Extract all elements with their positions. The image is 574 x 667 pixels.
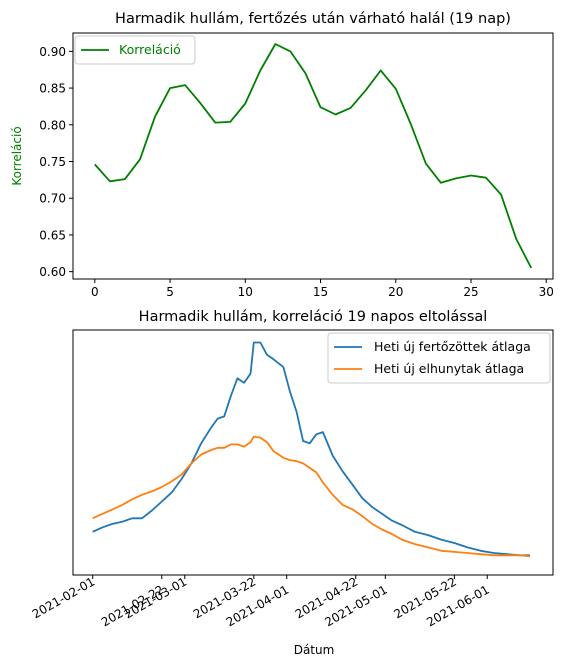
y-tick-label: 0.80: [39, 118, 66, 132]
correlation-chart: Harmadik hullám, fertőzés után várható h…: [10, 11, 554, 299]
y-tick-label: 0.65: [39, 228, 66, 242]
x-tick-label: 30: [539, 285, 554, 299]
legend-box: [74, 35, 196, 65]
legend-label-elhunytak: Heti új elhunytak átlaga: [374, 361, 524, 376]
y-axis-label: Korreláció: [10, 126, 24, 185]
chart-title: Harmadik hullám, fertőzés után várható h…: [115, 11, 511, 27]
y-tick-label: 0.60: [39, 265, 66, 279]
legend-box: [327, 332, 551, 384]
legend-label-korrelacio: Korreláció: [119, 42, 181, 57]
plot-frame: [72, 329, 554, 576]
series-lines: [92, 341, 531, 558]
x-tick-label: 25: [463, 285, 478, 299]
x-tick-label: 15: [313, 285, 328, 299]
y-tick-label: 0.70: [39, 192, 66, 206]
axis-ticks: 0 5 10 15 20 25 30 0.60 0.65 0.70 0.75 0.80 0.85 0.90: [39, 45, 554, 299]
x-tick-label: 20: [388, 285, 403, 299]
shifted-series-chart: Harmadik hullám, korreláció 19 napos elt…: [30, 309, 554, 657]
x-tick-label: 0: [91, 285, 99, 299]
chart-title: Harmadik hullám, korreláció 19 napos elt…: [139, 309, 488, 325]
legend: Heti új fertőzöttek átlaga Heti új elhun…: [327, 332, 551, 384]
legend-label-fertozottek: Heti új fertőzöttek átlaga: [374, 339, 531, 354]
x-axis-label: Dátum: [294, 643, 335, 657]
y-tick-label: 0.90: [39, 45, 66, 59]
x-tick-label: 10: [238, 285, 253, 299]
series-line-elhunytak: [92, 435, 531, 558]
series-lines: [94, 43, 533, 269]
y-tick-label: 0.75: [39, 155, 66, 169]
series-line-korrelacio: [94, 43, 533, 269]
legend: Korreláció: [74, 35, 196, 65]
series-line-fertozottek: [92, 341, 530, 557]
y-tick-label: 0.85: [39, 82, 66, 96]
plot-frame: [72, 32, 554, 280]
x-tick-label: 2021-02-01: [30, 574, 97, 621]
x-tick-label: 5: [166, 285, 174, 299]
